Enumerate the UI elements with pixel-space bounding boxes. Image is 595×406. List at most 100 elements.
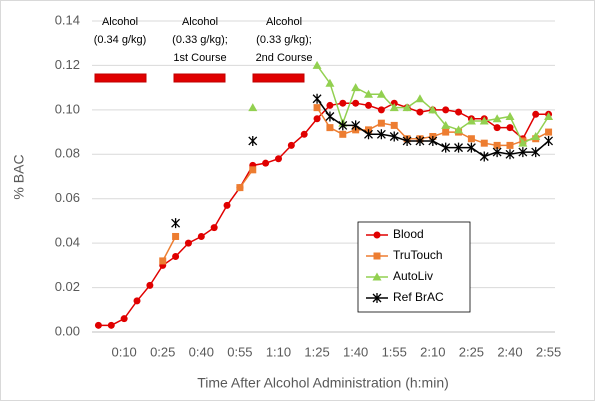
marker: [351, 83, 361, 92]
marker: [133, 297, 141, 305]
marker: [172, 252, 180, 260]
marker: [364, 129, 373, 140]
marker: [467, 135, 475, 143]
marker: [365, 101, 373, 109]
marker: [428, 105, 438, 114]
marker: [325, 111, 335, 122]
marker: [373, 252, 381, 260]
marker: [544, 112, 554, 121]
legend-label: Blood: [393, 227, 424, 241]
marker: [372, 293, 382, 303]
x-tick-label: 2:25: [459, 344, 484, 359]
marker: [223, 201, 231, 209]
x-tick-label: 1:25: [304, 344, 329, 359]
marker: [325, 78, 335, 87]
marker: [479, 116, 489, 125]
marker: [172, 232, 180, 240]
annotation: (0.34 g/kg): [94, 34, 147, 46]
marker: [442, 128, 450, 136]
legend-label: TruTouch: [393, 248, 443, 262]
marker: [377, 119, 385, 127]
annotation: Alcohol: [182, 16, 218, 28]
marker: [274, 155, 282, 163]
y-tick-label: 0.10: [55, 101, 80, 116]
marker: [364, 89, 374, 98]
y-tick-label: 0.14: [55, 12, 80, 27]
marker: [544, 135, 554, 146]
marker: [376, 129, 386, 140]
marker: [248, 103, 258, 112]
x-tick-label: 1:40: [343, 344, 368, 359]
marker: [532, 110, 540, 118]
marker: [402, 135, 412, 146]
legend-label: AutoLiv: [393, 269, 433, 283]
marker: [454, 142, 464, 153]
annotation: Alcohol: [266, 16, 302, 28]
y-axis-label: % BAC: [11, 154, 27, 199]
marker: [493, 124, 501, 132]
marker: [339, 130, 347, 138]
marker: [455, 108, 463, 116]
marker: [287, 141, 295, 149]
dose-bar: [173, 73, 226, 83]
marker: [120, 315, 128, 323]
y-tick-label: 0.00: [55, 323, 80, 338]
marker: [531, 147, 541, 158]
marker: [506, 141, 514, 149]
marker: [312, 93, 322, 104]
marker: [505, 112, 515, 121]
marker: [415, 94, 425, 103]
marker: [262, 159, 270, 167]
marker: [249, 166, 257, 174]
marker: [351, 120, 361, 131]
x-tick-label: 0:40: [189, 344, 214, 359]
marker: [390, 121, 398, 129]
marker: [210, 224, 218, 232]
marker: [505, 149, 515, 160]
annotation: Alcohol: [102, 16, 138, 28]
marker: [312, 60, 322, 69]
marker: [107, 321, 115, 329]
marker: [493, 141, 501, 149]
marker: [248, 135, 258, 146]
marker: [441, 142, 451, 153]
marker: [492, 114, 502, 123]
marker: [300, 130, 308, 138]
marker: [326, 124, 334, 132]
marker: [373, 231, 381, 239]
y-tick-label: 0.12: [55, 57, 80, 72]
marker: [313, 115, 321, 123]
marker: [442, 106, 450, 114]
marker: [313, 104, 321, 112]
y-tick-label: 0.06: [55, 190, 80, 205]
marker: [326, 101, 334, 109]
marker: [506, 124, 514, 132]
x-tick-label: 1:10: [266, 344, 291, 359]
marker: [159, 257, 167, 265]
x-tick-label: 1:55: [382, 344, 407, 359]
annotation: (0.33 g/kg);: [172, 34, 228, 46]
marker: [339, 99, 347, 107]
x-tick-label: 2:10: [420, 344, 445, 359]
y-tick-label: 0.04: [55, 235, 80, 250]
marker: [171, 218, 181, 229]
marker: [492, 147, 502, 158]
marker: [428, 135, 438, 146]
marker: [545, 128, 553, 136]
marker: [416, 108, 424, 116]
marker: [146, 281, 154, 289]
x-tick-label: 2:40: [497, 344, 522, 359]
x-axis-label: Time After Alcohol Administration (h:min…: [197, 375, 449, 391]
marker: [184, 239, 192, 247]
marker: [389, 103, 399, 112]
annotation: 1st Course: [173, 52, 226, 64]
legend: Blood TruTouch AutoLiv Ref BrAC: [357, 221, 471, 313]
marker: [376, 89, 386, 98]
marker: [389, 131, 399, 142]
legend-label: Ref BrAC: [393, 290, 444, 304]
marker: [94, 321, 102, 329]
marker: [415, 135, 425, 146]
marker: [402, 103, 412, 112]
